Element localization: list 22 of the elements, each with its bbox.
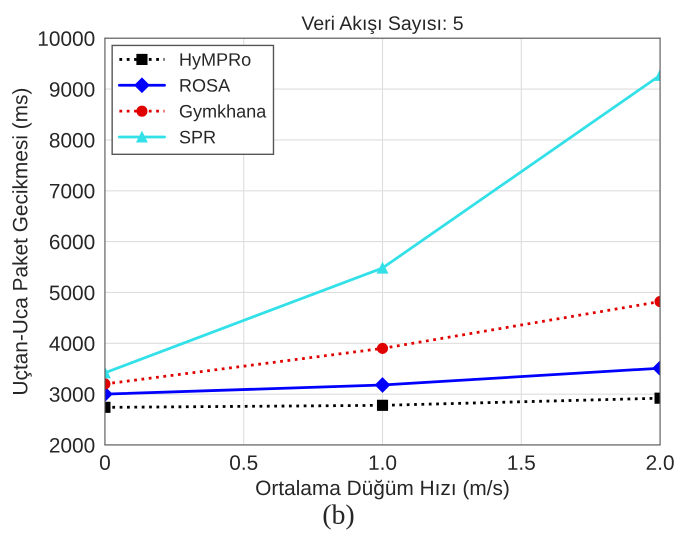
x-tick-label: 0: [100, 455, 110, 470]
y-tick-label: 2000: [50, 438, 94, 453]
y-axis-title: Uçtan-Uca Paket Gecikmesi (ms): [12, 88, 32, 394]
y-tick-label: 8000: [50, 132, 94, 148]
legend-label: Gymkhana: [180, 104, 266, 122]
y-tick-label: 9000: [50, 82, 94, 97]
chart-title: Veri Akışı Sayısı: 5: [302, 16, 463, 34]
x-axis-title: Ortalama Düğüm Hızı (m/s): [256, 480, 509, 500]
y-tick-label: 3000: [50, 387, 94, 402]
x-tick-label: 1.0: [370, 455, 396, 470]
y-tick-label: 10000: [38, 31, 94, 46]
x-tick-label: 1.5: [508, 455, 535, 470]
text: (b): [324, 504, 354, 530]
legend-label: HyMPRo: [180, 53, 250, 70]
y-tick-label: 4000: [49, 336, 94, 352]
legend-label: SPR: [180, 130, 216, 144]
y-tick-label: 7000: [50, 184, 94, 199]
legend-label: ROSA: [180, 79, 230, 92]
y-tick-label: 6000: [50, 234, 94, 250]
x-tick-label: 2.0: [646, 455, 674, 470]
x-tick-label: 0.5: [230, 455, 258, 470]
y-tick-label: 5000: [50, 285, 94, 300]
